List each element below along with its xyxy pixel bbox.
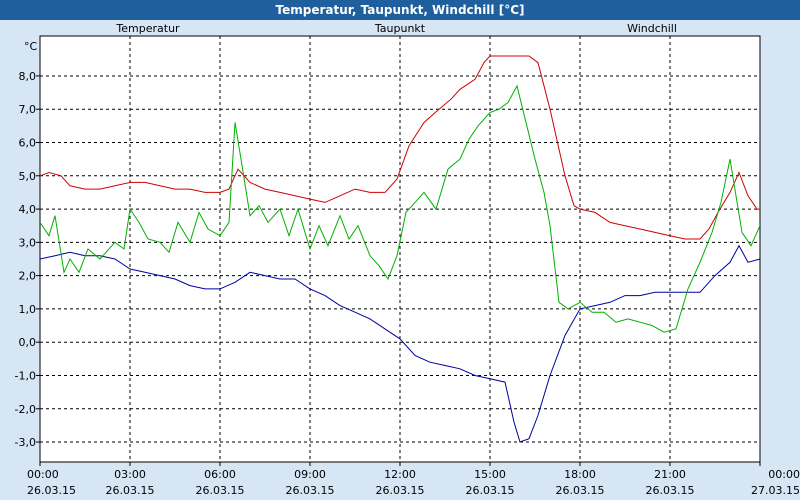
y-axis-ticks: 8,0 7,0 6,0 5,0 4,0 3,0 2,0 1,0 0,0 -1,0 -2,0 -3,0 <box>15 70 40 449</box>
series-line-taupunkt <box>39 244 761 443</box>
legend-temperatur: Temperatur <box>115 22 180 35</box>
y-tick-label: 5,0 <box>19 170 37 183</box>
grid-lines <box>40 36 760 462</box>
x-tick-date: 27.03.15 <box>751 484 800 497</box>
x-tick-date: 26.03.15 <box>106 484 155 497</box>
series-lines <box>39 55 761 443</box>
y-tick-label: 0,0 <box>19 336 37 349</box>
x-tick-date: 26.03.15 <box>376 484 425 497</box>
y-tick-label: -2,0 <box>15 403 36 416</box>
y-tick-label: -1,0 <box>15 369 36 382</box>
x-tick-time: 18:00 <box>564 468 596 481</box>
x-tick-time: 12:00 <box>384 468 416 481</box>
legend-taupunkt: Taupunkt <box>374 22 426 35</box>
x-tick-time: 21:00 <box>654 468 686 481</box>
x-tick-time: 09:00 <box>294 468 326 481</box>
y-tick-label: 3,0 <box>19 236 37 249</box>
x-tick-time: 15:00 <box>474 468 506 481</box>
y-tick-label: 8,0 <box>19 70 37 83</box>
x-tick-time: 06:00 <box>204 468 236 481</box>
chart-title: Temperatur, Taupunkt, Windchill [°C] <box>0 0 800 20</box>
y-tick-label: 1,0 <box>19 303 37 316</box>
line-chart: 8,07,06,05,04,03,02,01,00,0-1,0-2,0-3,0 … <box>15 22 800 497</box>
x-tick-time: 00:00 <box>768 468 800 481</box>
x-tick-date: 26.03.15 <box>466 484 515 497</box>
x-tick-time: 00:00 <box>27 468 59 481</box>
x-tick-date: 26.03.15 <box>27 484 76 497</box>
x-tick-date: 26.03.15 <box>196 484 245 497</box>
series-line-temperatur <box>39 55 760 240</box>
y-tick-label: -3,0 <box>15 436 36 449</box>
x-axis-ticks: 00:00 26.03.15 03:00 26.03.15 06:00 26.03.15 0… <box>27 462 800 497</box>
chart-area: 8,0 7,0 6,0 5,0 4,0 3,0 2,0 1,0 0,0 -1,0 -2,0 -3,0 … <box>0 20 800 500</box>
legend-windchill: Windchill <box>627 22 677 35</box>
x-tick-time: 03:00 <box>114 468 146 481</box>
y-tick-label: 4,0 <box>19 203 37 216</box>
legend: Temperatur Taupunkt Windchill <box>115 22 677 35</box>
y-tick-label: 6,0 <box>19 137 37 150</box>
y-tick-label: 2,0 <box>19 270 37 283</box>
x-tick-date: 26.03.15 <box>286 484 335 497</box>
y-axis-unit: °C <box>24 40 38 53</box>
x-tick-date: 26.03.15 <box>646 484 695 497</box>
series-line-windchill <box>39 84 761 333</box>
x-tick-date: 26.03.15 <box>556 484 605 497</box>
y-tick-label: 7,0 <box>19 103 37 116</box>
